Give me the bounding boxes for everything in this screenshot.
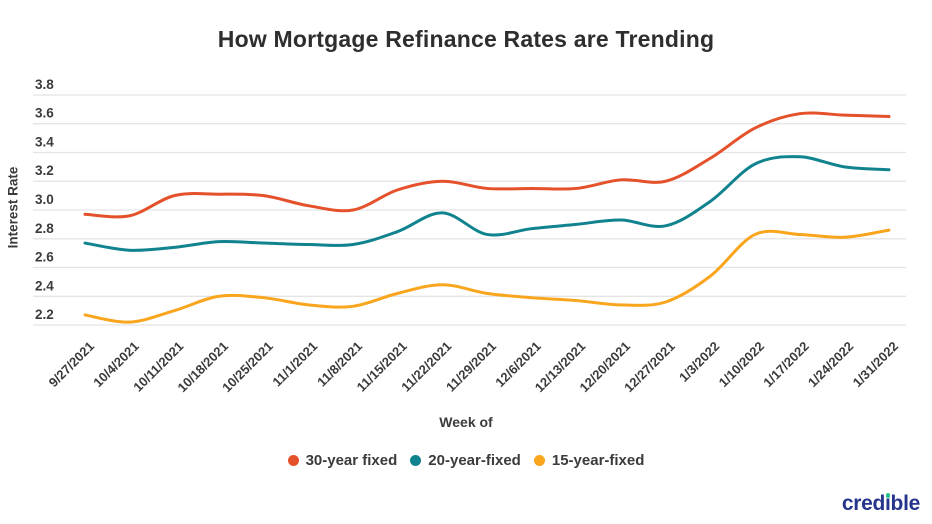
credible-logo-i-dot [885, 493, 891, 498]
x-tick-label-1-10-2022: 1/10/2022 [716, 339, 768, 391]
x-tick-label-1-31-2022: 1/31/2022 [850, 339, 902, 391]
credible-logo-pre: cred [841, 492, 885, 515]
legend: 30-year fixed 20-year-fixed 15-year-fixed [0, 452, 932, 469]
credible-logo-i: ı [885, 492, 891, 515]
y-axis-title: Interest Rate [5, 166, 21, 249]
legend-dot-icon [533, 455, 545, 466]
x-tick-label-1-17-2022: 1/17/2022 [760, 339, 812, 391]
y-tick-label-3.0: 3.0 [35, 192, 54, 207]
y-tick-label-3.8: 3.8 [35, 77, 54, 92]
x-tick-label-11-1-2021: 11/1/2021 [269, 339, 320, 390]
legend-dot-icon [410, 455, 422, 466]
credible-logo: credı ble [842, 492, 920, 516]
legend-label: 20-year-fixed [428, 452, 521, 469]
y-tick-label-3.6: 3.6 [35, 106, 54, 121]
series-line-20-year-fixed [83, 155, 891, 252]
chart-title: How Mortgage Refinance Rates are Trendin… [217, 26, 715, 52]
legend-label: 30-year fixed [305, 452, 398, 469]
legend-item-20-year-fixed: 20-year-fixed [410, 452, 521, 469]
series-line-15-year-fixed [83, 228, 891, 324]
x-tick-label-9-27-2021: 9/27/2021 [46, 339, 98, 391]
x-tick-label-1-24-2022: 1/24/2022 [805, 339, 857, 391]
y-tick-label-3.4: 3.4 [35, 135, 54, 150]
legend-label: 15-year-fixed [551, 452, 645, 469]
y-tick-label-3.2: 3.2 [35, 163, 54, 178]
series-line-30-year-fixed [83, 111, 891, 219]
y-tick-label-2.2: 2.2 [35, 307, 54, 322]
y-tick-label-2.8: 2.8 [35, 221, 54, 236]
legend-dot-icon [287, 455, 299, 466]
credible-logo-post: ble [890, 492, 921, 515]
legend-item-15-year-fixed: 15-year-fixed [533, 452, 645, 469]
x-tick-label-1-3-2022: 1/3/2022 [676, 339, 722, 385]
y-tick-label-2.6: 2.6 [35, 250, 54, 265]
legend-item-30-year-fixed: 30-year fixed [287, 452, 398, 469]
y-tick-label-2.4: 2.4 [35, 278, 54, 293]
x-axis-title: Week of [439, 414, 493, 430]
